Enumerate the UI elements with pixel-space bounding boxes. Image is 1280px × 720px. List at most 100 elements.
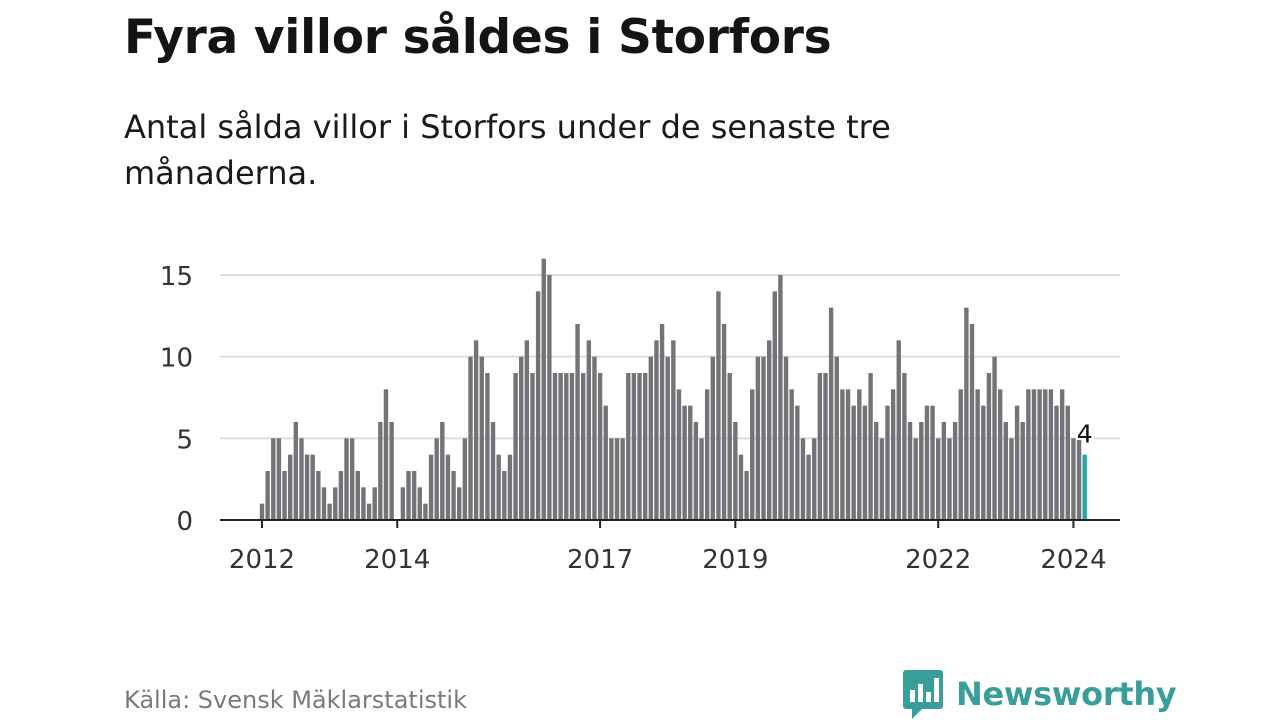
bar	[699, 438, 704, 520]
bar	[1009, 438, 1014, 520]
y-tick-label: 10	[160, 344, 193, 374]
y-tick-label: 0	[176, 507, 193, 537]
bar	[400, 487, 406, 520]
bar	[507, 454, 513, 520]
bar	[276, 438, 282, 520]
bar	[1026, 389, 1031, 520]
bar	[519, 356, 524, 520]
bar	[299, 438, 304, 520]
bar	[806, 454, 811, 520]
bar	[834, 356, 839, 520]
bar	[310, 454, 315, 520]
y-tick-label: 15	[160, 262, 193, 292]
chart-subtitle: Antal sålda villor i Storfors under de s…	[124, 108, 891, 192]
bar	[733, 422, 738, 520]
bar	[282, 471, 287, 520]
bar	[665, 356, 670, 520]
bar	[750, 389, 755, 520]
bar	[919, 422, 924, 520]
bar	[316, 471, 321, 520]
bar	[451, 471, 456, 520]
bar	[502, 471, 507, 520]
bar	[688, 405, 693, 520]
bar	[524, 340, 530, 520]
bar	[564, 373, 569, 520]
bar	[468, 356, 473, 520]
bar	[372, 487, 377, 520]
bar	[795, 405, 800, 520]
bar	[1003, 422, 1009, 520]
bar	[744, 471, 749, 520]
bar	[642, 373, 648, 520]
bar	[434, 438, 439, 520]
bar	[440, 422, 445, 520]
bar	[789, 389, 794, 520]
bar	[671, 340, 676, 520]
bar	[321, 487, 327, 520]
x-tick-label: 2012	[229, 545, 295, 575]
bar	[383, 389, 389, 520]
bar	[890, 389, 896, 520]
bar	[637, 373, 642, 520]
bar	[997, 389, 1003, 520]
bar	[355, 471, 360, 520]
x-tick-label: 2017	[567, 545, 633, 575]
bar	[479, 356, 484, 520]
bar	[958, 389, 963, 520]
bar	[823, 373, 828, 520]
bar	[654, 340, 659, 520]
bar	[828, 307, 834, 520]
bar	[885, 405, 890, 520]
bar	[1037, 389, 1042, 520]
bar	[862, 405, 868, 520]
bar	[406, 471, 411, 520]
x-tick-label: 2019	[702, 545, 768, 575]
bar	[338, 471, 344, 520]
bar	[603, 405, 608, 520]
bar	[913, 438, 918, 520]
bar	[513, 373, 518, 520]
source-note: Källa: Svensk Mäklarstatistik	[124, 686, 467, 714]
bar	[941, 422, 947, 520]
bar	[682, 405, 687, 520]
bar	[721, 324, 727, 520]
bar	[1059, 389, 1065, 520]
bar	[541, 258, 546, 520]
bar	[327, 503, 332, 520]
bar	[271, 438, 276, 520]
bar	[1065, 405, 1070, 520]
bar	[344, 438, 349, 520]
bar	[575, 324, 580, 520]
bar	[473, 340, 479, 520]
bar	[930, 405, 935, 520]
bar	[924, 405, 930, 520]
bar	[1014, 405, 1020, 520]
bar	[879, 438, 885, 520]
bar	[411, 471, 417, 520]
highlight-bar	[1082, 454, 1087, 520]
bar	[761, 356, 766, 520]
bar	[496, 454, 501, 520]
bar	[423, 503, 428, 520]
bar	[676, 389, 682, 520]
bar	[366, 503, 372, 520]
bar	[778, 275, 783, 520]
bar	[772, 291, 777, 520]
bar	[462, 438, 468, 520]
bar	[817, 373, 823, 520]
bar	[952, 422, 958, 520]
bar	[981, 405, 986, 520]
bar	[597, 373, 603, 520]
y-tick-label: 5	[176, 425, 193, 455]
bar	[586, 340, 592, 520]
bar	[558, 373, 563, 520]
bar	[417, 487, 422, 520]
bar	[1043, 389, 1048, 520]
bar	[648, 356, 654, 520]
bar	[693, 422, 699, 520]
bar	[428, 454, 434, 520]
bar	[1020, 422, 1025, 520]
bar	[902, 373, 907, 520]
bar	[265, 471, 270, 520]
bar	[287, 454, 293, 520]
